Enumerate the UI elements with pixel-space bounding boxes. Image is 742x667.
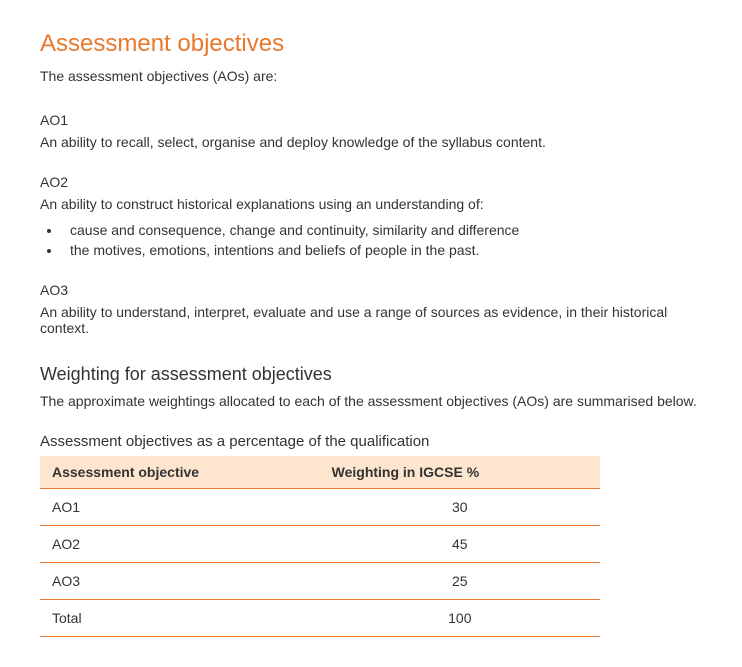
table-row: AO3 25 [40,563,600,600]
list-item: the motives, emotions, intentions and be… [62,242,712,258]
table-header-row: Assessment objective Weighting in IGCSE … [40,456,600,489]
ao2-block: AO2 An ability to construct historical e… [40,174,712,258]
table-row: AO2 45 [40,526,600,563]
weighting-heading: Weighting for assessment objectives [40,364,712,385]
table-cell-objective: AO2 [40,526,320,563]
list-item: cause and consequence, change and contin… [62,222,712,238]
ao1-label: AO1 [40,112,712,128]
table-caption: Assessment objectives as a percentage of… [40,433,712,450]
table-row: AO1 30 [40,489,600,526]
table-cell-weight: 45 [320,526,600,563]
page-title: Assessment objectives [40,30,712,58]
ao2-label: AO2 [40,174,712,190]
table-cell-weight: 30 [320,489,600,526]
table-cell-objective: Total [40,600,320,637]
table-cell-weight: 25 [320,563,600,600]
weighting-table: Assessment objective Weighting in IGCSE … [40,456,600,637]
ao1-block: AO1 An ability to recall, select, organi… [40,112,712,150]
table-header-objective: Assessment objective [40,456,320,489]
ao3-label: AO3 [40,282,712,298]
ao2-desc: An ability to construct historical expla… [40,196,712,212]
ao2-bullets: cause and consequence, change and contin… [40,222,712,258]
table-cell-objective: AO3 [40,563,320,600]
table-header-weight: Weighting in IGCSE % [320,456,600,489]
table-cell-weight: 100 [320,600,600,637]
weighting-intro: The approximate weightings allocated to … [40,393,712,409]
intro-text: The assessment objectives (AOs) are: [40,68,712,84]
ao3-block: AO3 An ability to understand, interpret,… [40,282,712,336]
ao3-desc: An ability to understand, interpret, eva… [40,304,712,336]
table-row: Total 100 [40,600,600,637]
table-cell-objective: AO1 [40,489,320,526]
ao1-desc: An ability to recall, select, organise a… [40,134,712,150]
